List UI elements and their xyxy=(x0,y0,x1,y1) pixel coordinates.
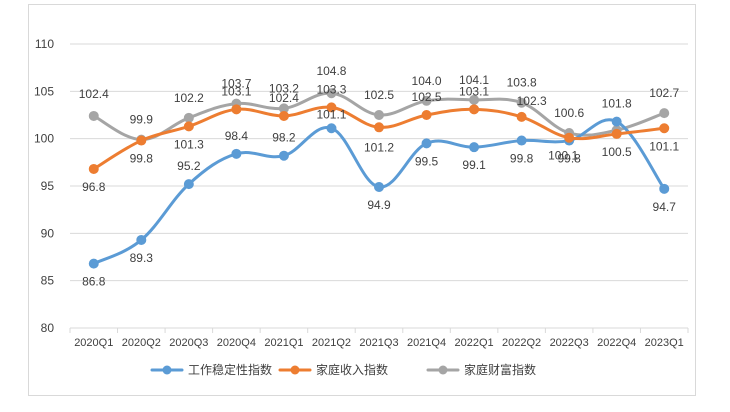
legend-label: 工作稳定性指数 xyxy=(188,362,272,377)
stability-series-data-label: 99.8 xyxy=(557,152,581,166)
income-series-data-label: 103.3 xyxy=(316,82,346,96)
income-series-point xyxy=(326,102,337,113)
y-tick-label: 100 xyxy=(34,132,54,146)
stability-series-point xyxy=(421,138,432,149)
wealth-series-point xyxy=(374,110,384,120)
stability-series-point xyxy=(326,123,337,134)
income-series-point xyxy=(516,111,527,122)
y-tick-label: 95 xyxy=(41,179,55,193)
stability-series-data-label: 98.4 xyxy=(225,129,249,143)
wealth-series-data-label: 103.7 xyxy=(221,77,251,91)
income-series-data-label: 102.4 xyxy=(269,91,299,105)
wealth-series-data-label: 102.2 xyxy=(174,91,204,105)
income-series-data-label: 102.5 xyxy=(412,90,442,104)
wealth-series-data-label: 103.2 xyxy=(269,81,299,95)
stability-series-data-label: 99.1 xyxy=(462,158,486,172)
x-tick-label: 2020Q3 xyxy=(169,337,208,349)
stability-series-data-label: 99.5 xyxy=(415,154,439,168)
stability-series-data-label: 101.8 xyxy=(602,97,632,111)
stability-series-point xyxy=(659,183,670,194)
wealth-series-point xyxy=(88,110,99,121)
income-series-point xyxy=(374,122,384,133)
wealth-series-data-label: 104.0 xyxy=(412,74,442,88)
income-series-data-label: 99.8 xyxy=(130,152,154,166)
stability-series-data-label: 98.2 xyxy=(272,131,296,145)
income-series-data-label: 101.3 xyxy=(174,137,204,151)
legend-marker xyxy=(290,365,300,375)
wealth-series-point xyxy=(421,95,432,106)
stability-series-point xyxy=(231,148,242,159)
legend-label: 家庭财富指数 xyxy=(464,362,536,377)
income-series-point xyxy=(611,128,622,139)
wealth-series-data-label: 103.8 xyxy=(507,76,537,90)
wealth-series-data-label: 104.1 xyxy=(459,73,489,87)
wealth-series-data-label: 102.4 xyxy=(79,87,109,101)
x-tick-label: 2022Q4 xyxy=(597,337,636,349)
wealth-series-point xyxy=(516,97,527,108)
income-series-point xyxy=(278,110,289,121)
income-series-data-label: 100.5 xyxy=(602,145,632,159)
x-tick-label: 2020Q2 xyxy=(122,337,161,349)
chart-frame xyxy=(28,4,696,396)
x-tick-label: 2021Q1 xyxy=(264,337,303,349)
stability-series-data-label: 95.2 xyxy=(177,159,201,173)
stability-series-point xyxy=(516,135,527,146)
income-series-data-label: 96.8 xyxy=(82,180,106,194)
y-tick-label: 80 xyxy=(41,321,55,335)
income-series-point xyxy=(421,110,432,120)
income-series-data-label: 102.3 xyxy=(517,94,547,108)
income-series-data-label: 101.1 xyxy=(649,139,679,153)
stability-series-point xyxy=(183,179,194,190)
legend-marker xyxy=(162,365,172,375)
income-series-data-label: 103.1 xyxy=(459,84,489,98)
income-series-data-label: 103.1 xyxy=(221,84,251,98)
income-series-point xyxy=(564,132,575,143)
stability-series-point xyxy=(611,116,622,127)
y-tick-label: 85 xyxy=(41,274,55,288)
wealth-series-data-label: 100.6 xyxy=(554,106,584,120)
wealth-series-point xyxy=(183,112,194,123)
wealth-series-data-label: 104.8 xyxy=(316,64,346,78)
income-series-point xyxy=(136,135,147,146)
x-tick-label: 2022Q1 xyxy=(454,337,493,349)
stability-series-point xyxy=(278,150,289,161)
stability-series-data-label: 86.8 xyxy=(82,275,106,289)
y-tick-label: 90 xyxy=(41,226,55,240)
income-series-data-label: 100.1 xyxy=(548,149,578,163)
income-series-point xyxy=(88,163,99,174)
stability-series-data-label: 94.9 xyxy=(367,198,391,212)
wealth-series-point xyxy=(659,108,670,119)
stability-series-point xyxy=(136,234,147,245)
x-tick-label: 2022Q3 xyxy=(550,337,589,349)
x-tick-label: 2020Q4 xyxy=(217,337,256,349)
wealth-series-data-label: 102.7 xyxy=(649,86,679,100)
x-tick-label: 2021Q3 xyxy=(359,337,398,349)
y-tick-label: 105 xyxy=(34,84,54,98)
x-tick-label: 2021Q2 xyxy=(312,337,351,349)
income-series-point xyxy=(659,123,670,134)
stability-series-data-label: 89.3 xyxy=(130,251,154,265)
stability-series-data-label: 99.8 xyxy=(510,152,534,166)
x-tick-label: 2021Q4 xyxy=(407,337,446,349)
income-series-point xyxy=(231,104,242,115)
stability-series-data-label: 94.7 xyxy=(653,200,677,214)
y-tick-label: 110 xyxy=(35,37,54,51)
income-series-data-label: 101.2 xyxy=(364,140,394,154)
stability-series-point xyxy=(88,258,99,269)
legend-marker xyxy=(438,365,448,375)
x-tick-label: 2023Q1 xyxy=(645,337,684,349)
wealth-series-data-label: 99.9 xyxy=(130,113,154,127)
wealth-series-point xyxy=(326,88,337,99)
stability-series-point xyxy=(374,181,384,192)
income-series-point xyxy=(183,121,194,132)
stability-series-point xyxy=(469,142,480,153)
stability-series-data-label: 101.1 xyxy=(316,107,346,121)
x-tick-label: 2022Q2 xyxy=(502,337,541,349)
wealth-series-data-label: 102.5 xyxy=(364,88,394,102)
x-tick-label: 2020Q1 xyxy=(74,337,113,349)
legend-label: 家庭收入指数 xyxy=(316,362,388,377)
income-series-point xyxy=(469,104,480,115)
